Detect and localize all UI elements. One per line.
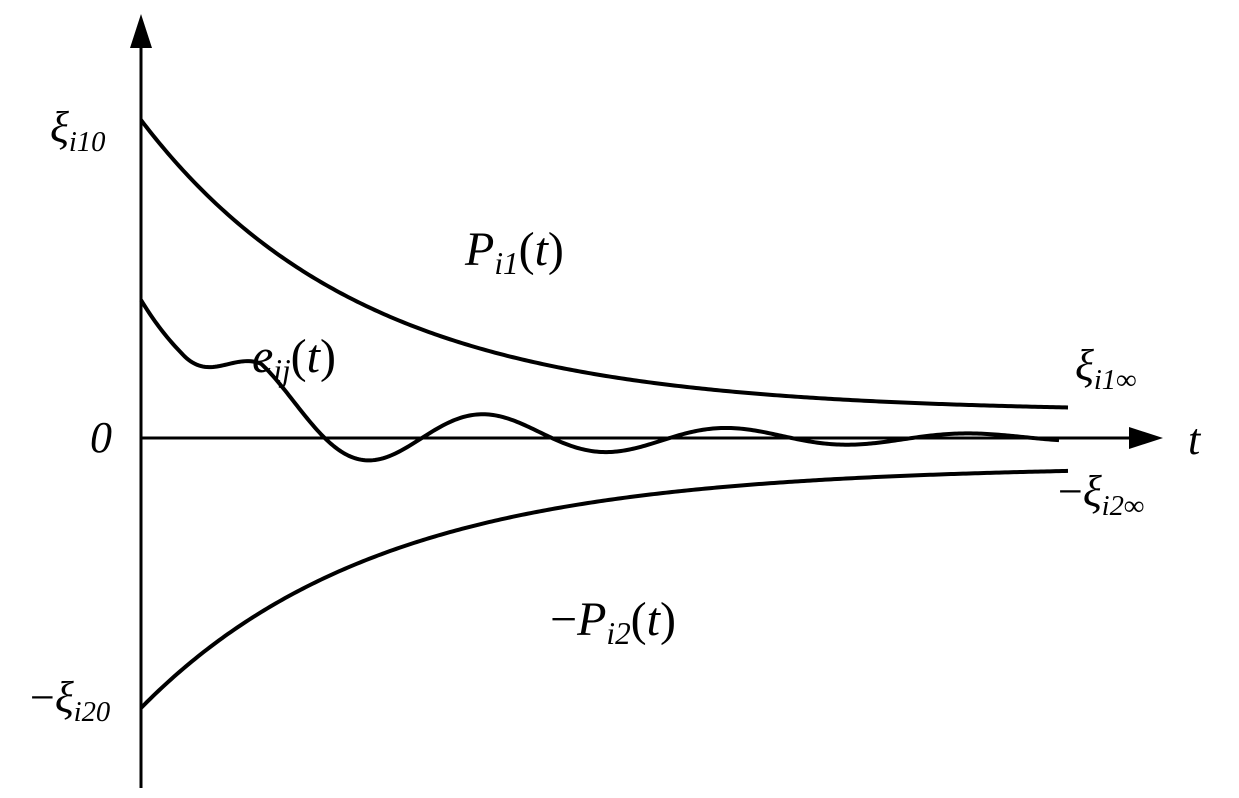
label-e-ij: eij(t) <box>252 330 336 388</box>
label-neg-p-i2: −Pi2(t) <box>550 593 676 651</box>
label-xi-i10: ξi10 <box>50 103 105 158</box>
label-neg-xi-i2inf: −ξi2∞ <box>1058 467 1144 522</box>
lower-envelope-curve <box>141 471 1068 708</box>
label-xi-i1inf: ξi1∞ <box>1075 341 1136 396</box>
label-t: t <box>1188 415 1202 464</box>
label-p-i1: Pi1(t) <box>464 223 564 281</box>
x-axis-arrow <box>1129 427 1163 449</box>
label-neg-xi-i20: −ξi20 <box>30 673 110 728</box>
y-axis-arrow <box>130 14 152 48</box>
label-zero: 0 <box>90 413 112 462</box>
